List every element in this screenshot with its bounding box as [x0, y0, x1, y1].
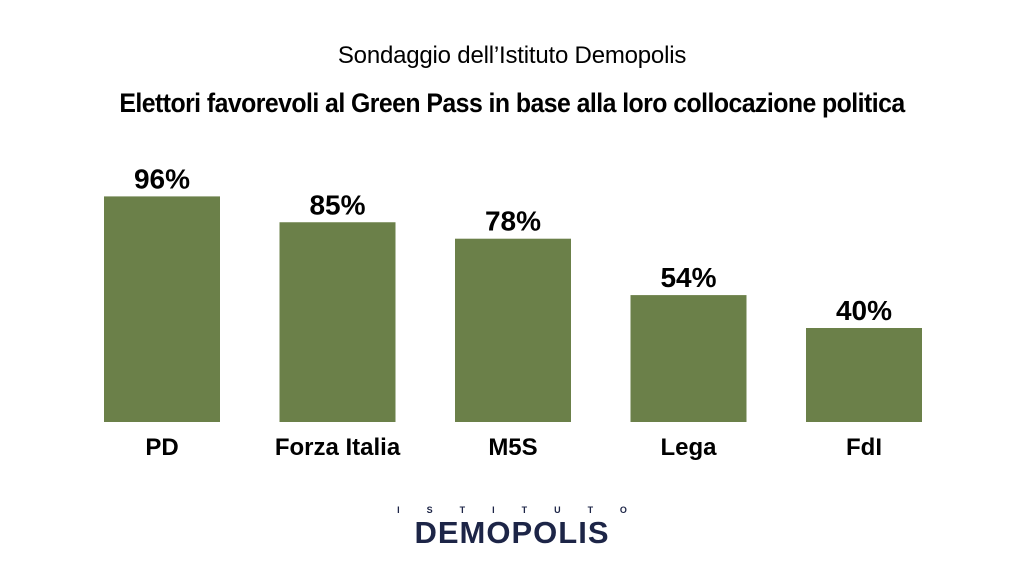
category-label: M5S — [488, 434, 537, 461]
category-label: PD — [145, 434, 178, 461]
bar-value-label: 78% — [485, 206, 541, 237]
logo-top-text: ISTITUTO — [397, 505, 654, 515]
bar-value-label: 40% — [836, 295, 892, 326]
bar-value-label: 96% — [134, 163, 190, 194]
bar-fdi — [806, 328, 922, 422]
bar-pd — [104, 196, 220, 422]
bar-chart: 96% PD 85% Forza Italia 78% M5S 54% Lega 40% FdI — [104, 163, 922, 461]
bar-value-label: 85% — [309, 189, 365, 220]
category-label: FdI — [846, 434, 882, 461]
bar-forza-italia — [279, 222, 396, 422]
demopolis-logo: ISTITUTO DEMOPOLIS — [0, 505, 1024, 551]
bar-m5s — [455, 238, 571, 422]
chart-subtitle: Sondaggio dell’Istituto Demopolis — [337, 42, 687, 69]
logo-main-text: DEMOPOLIS — [414, 515, 610, 550]
bar-lega — [630, 295, 747, 422]
category-label: Lega — [660, 434, 717, 461]
bar-value-label: 54% — [660, 262, 716, 293]
category-label: Forza Italia — [275, 434, 401, 461]
chart-title: Elettori favorevoli al Green Pass in bas… — [119, 88, 905, 118]
